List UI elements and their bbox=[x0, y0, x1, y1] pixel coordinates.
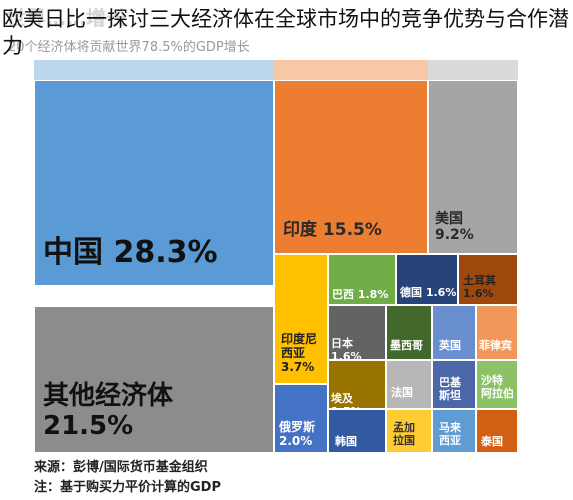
treemap-cell-label: 日本 1.6% bbox=[331, 337, 362, 363]
header-strip-1 bbox=[274, 60, 428, 80]
page-title: 欧美日比一探讨三大经济体在全球市场中的竞争优势与合作潜力 bbox=[2, 7, 569, 58]
treemap-cell-label: 印度 15.5% bbox=[283, 220, 382, 240]
treemap-cell-label: 德国 1.6% bbox=[400, 286, 457, 299]
treemap-cell-12: 英国 bbox=[432, 305, 476, 360]
treemap-cell-label: 土耳其 1.6% bbox=[463, 274, 496, 300]
treemap-cell-label: 菲律宾 bbox=[479, 339, 512, 352]
treemap-cell-label: 韩国 bbox=[335, 435, 357, 448]
treemap-cell-2: 印度 15.5% bbox=[274, 80, 428, 254]
treemap-cell-5: 俄罗斯 2.0% bbox=[274, 384, 328, 453]
footnote: 注：基于购买力平价计算的GDP bbox=[34, 480, 221, 495]
treemap-cell-8: 土耳其 1.6% bbox=[458, 254, 518, 305]
treemap-cell-label: 印度尼 西亚 3.7% bbox=[281, 332, 318, 374]
chart-notes: 来源：彭博/国际货币基金组织 注：基于购买力平价计算的GDP bbox=[34, 458, 221, 498]
treemap-cell-label: 巴基 斯坦 bbox=[439, 376, 461, 402]
treemap-cell-9: 日本 1.6% bbox=[328, 305, 386, 363]
treemap-cell-7: 德国 1.6% bbox=[396, 254, 458, 305]
header-strip-2 bbox=[428, 60, 518, 80]
treemap-cell-20: 泰国 bbox=[476, 409, 518, 453]
chart-heading: 世界……增长 bbox=[6, 6, 126, 30]
treemap-cell-label: 法国 bbox=[391, 386, 413, 399]
treemap-cell-6: 巴西 1.8% bbox=[328, 254, 396, 305]
treemap-cell-17: 韩国 bbox=[328, 409, 386, 453]
treemap-cell-label: 中国 28.3% bbox=[43, 235, 218, 270]
treemap-cell-10: 埃及 1.5% bbox=[328, 360, 386, 418]
treemap-cell-3: 美国 9.2% bbox=[428, 80, 518, 254]
treemap-cell-label: 泰国 bbox=[481, 435, 503, 448]
chart-subtitle: 20个经济体将贡献世界78.5%的GDP增长 bbox=[8, 40, 250, 55]
treemap-cell-label: 巴西 1.8% bbox=[332, 288, 389, 301]
source-note: 来源：彭博/国际货币基金组织 bbox=[34, 460, 208, 475]
treemap-cell-15: 巴基 斯坦 bbox=[432, 360, 476, 409]
treemap-cell-label: 孟加 拉国 bbox=[393, 421, 415, 447]
treemap-cell-11: 墨西哥 bbox=[386, 305, 432, 360]
treemap-cell-label: 英国 bbox=[439, 339, 461, 352]
treemap-cell-label: 其他经济体 21.5% bbox=[43, 381, 174, 441]
treemap-cell-4: 印度尼 西亚 3.7% bbox=[274, 254, 328, 384]
treemap-cell-label: 沙特 阿拉伯 bbox=[481, 374, 514, 400]
header-strip-0 bbox=[34, 60, 274, 80]
treemap-cell-18: 孟加 拉国 bbox=[386, 409, 432, 453]
treemap-cell-0: 中国 28.3% bbox=[34, 80, 274, 286]
treemap-cell-label: 俄罗斯 2.0% bbox=[279, 420, 316, 448]
treemap-cell-label: 美国 9.2% bbox=[435, 211, 474, 244]
treemap-cell-13: 菲律宾 bbox=[476, 305, 518, 360]
treemap-cell-14: 法国 bbox=[386, 360, 432, 409]
treemap-cell-16: 沙特 阿拉伯 bbox=[476, 360, 518, 409]
treemap-cell-label: 马来 西亚 bbox=[439, 421, 461, 447]
treemap-cell-19: 马来 西亚 bbox=[432, 409, 476, 453]
treemap-cell-label: 墨西哥 bbox=[390, 339, 423, 352]
treemap-cell-1: 其他经济体 21.5% bbox=[34, 306, 274, 453]
